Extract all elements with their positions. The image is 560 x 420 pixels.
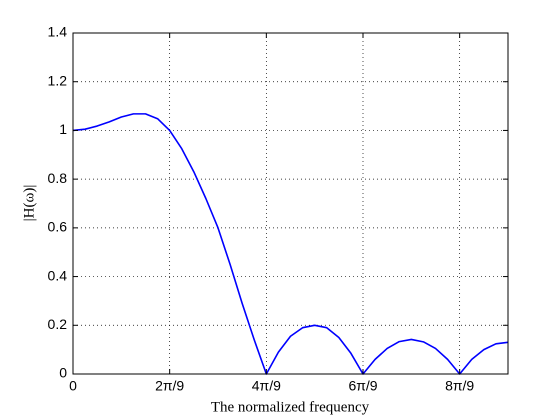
y-tick-label: 1.2 — [48, 72, 68, 88]
plot — [72, 113, 509, 375]
y-tick-label: 1.4 — [48, 24, 68, 40]
x-tick-label: 8π/9 — [445, 378, 474, 394]
y-tick-label: 0.2 — [48, 316, 68, 332]
x-tick-label: 4π/9 — [252, 378, 281, 394]
x-axis-label: The normalized frequency — [211, 399, 370, 415]
y-tick-label: 0.6 — [48, 219, 68, 235]
y-tick-label: 0 — [59, 365, 67, 381]
line-series — [72, 113, 509, 375]
x-tick-label: 0 — [69, 378, 77, 394]
y-axis-label: |H(ω)| — [21, 185, 37, 222]
y-tick-label: 0.4 — [48, 267, 68, 283]
x-tick-label: 6π/9 — [348, 378, 377, 394]
y-tick-label: 0.8 — [48, 170, 68, 186]
x-tick-label: 2π/9 — [155, 378, 184, 394]
axes-box — [72, 32, 509, 375]
y-tick-label: 1 — [59, 121, 67, 137]
